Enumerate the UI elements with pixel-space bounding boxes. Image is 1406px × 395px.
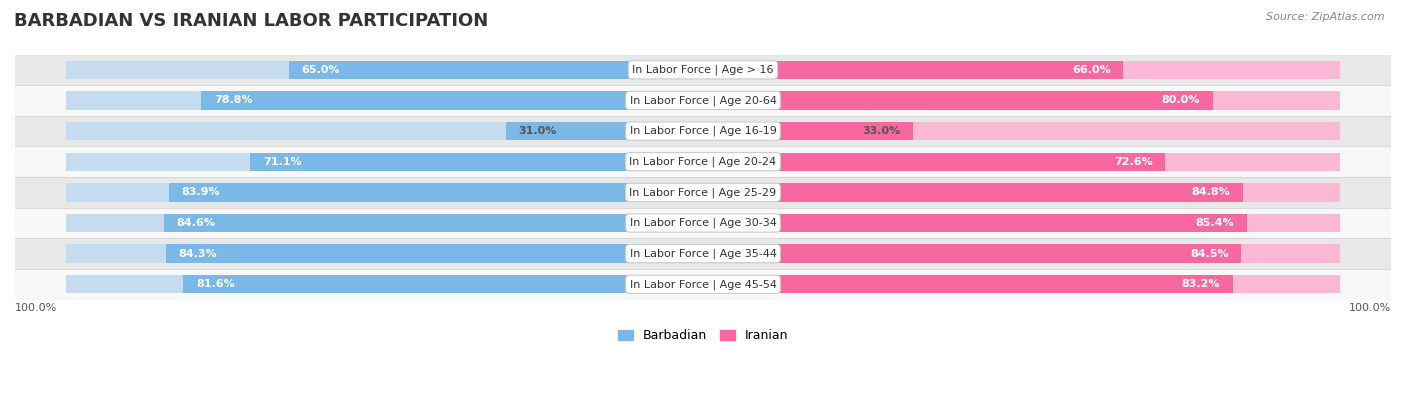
FancyBboxPatch shape: [15, 116, 1391, 147]
Text: 33.0%: 33.0%: [862, 126, 900, 136]
Text: BARBADIAN VS IRANIAN LABOR PARTICIPATION: BARBADIAN VS IRANIAN LABOR PARTICIPATION: [14, 12, 488, 30]
Bar: [165, 214, 703, 232]
Text: 84.3%: 84.3%: [179, 248, 218, 259]
Text: 84.8%: 84.8%: [1192, 187, 1230, 198]
Text: 65.0%: 65.0%: [302, 65, 340, 75]
Bar: [703, 152, 1340, 171]
Bar: [703, 245, 1241, 263]
Bar: [66, 152, 703, 171]
Text: 84.6%: 84.6%: [177, 218, 215, 228]
FancyBboxPatch shape: [15, 208, 1391, 238]
Text: In Labor Force | Age 16-19: In Labor Force | Age 16-19: [630, 126, 776, 136]
Bar: [703, 214, 1340, 232]
Bar: [66, 91, 703, 110]
Bar: [703, 275, 1233, 293]
Bar: [183, 275, 703, 293]
FancyBboxPatch shape: [15, 238, 1391, 269]
Bar: [288, 60, 703, 79]
Bar: [66, 245, 703, 263]
Bar: [506, 122, 703, 140]
Text: In Labor Force | Age 20-24: In Labor Force | Age 20-24: [630, 156, 776, 167]
Text: In Labor Force | Age 25-29: In Labor Force | Age 25-29: [630, 187, 776, 198]
Text: 100.0%: 100.0%: [15, 303, 58, 313]
Bar: [201, 91, 703, 110]
FancyBboxPatch shape: [15, 85, 1391, 116]
Bar: [166, 245, 703, 263]
Text: In Labor Force | Age 30-34: In Labor Force | Age 30-34: [630, 218, 776, 228]
Text: 72.6%: 72.6%: [1114, 157, 1153, 167]
Text: 100.0%: 100.0%: [1348, 303, 1391, 313]
Bar: [703, 183, 1340, 201]
Text: 85.4%: 85.4%: [1195, 218, 1234, 228]
Text: 83.2%: 83.2%: [1182, 279, 1220, 289]
Bar: [703, 91, 1212, 110]
Text: In Labor Force | Age > 16: In Labor Force | Age > 16: [633, 64, 773, 75]
Bar: [66, 60, 703, 79]
Text: 80.0%: 80.0%: [1161, 96, 1199, 105]
Bar: [703, 183, 1243, 201]
Bar: [703, 122, 1340, 140]
FancyBboxPatch shape: [15, 177, 1391, 208]
Bar: [169, 183, 703, 201]
Bar: [703, 275, 1340, 293]
Text: 83.9%: 83.9%: [181, 187, 219, 198]
Bar: [703, 152, 1166, 171]
Legend: Barbadian, Iranian: Barbadian, Iranian: [613, 324, 793, 347]
FancyBboxPatch shape: [15, 147, 1391, 177]
Bar: [66, 183, 703, 201]
Text: 66.0%: 66.0%: [1071, 65, 1111, 75]
Bar: [703, 60, 1123, 79]
Text: 71.1%: 71.1%: [263, 157, 301, 167]
Bar: [703, 245, 1340, 263]
Text: 84.5%: 84.5%: [1189, 248, 1229, 259]
FancyBboxPatch shape: [15, 269, 1391, 299]
Bar: [703, 122, 914, 140]
FancyBboxPatch shape: [15, 55, 1391, 85]
Text: 31.0%: 31.0%: [519, 126, 557, 136]
Text: In Labor Force | Age 20-64: In Labor Force | Age 20-64: [630, 95, 776, 106]
Bar: [66, 122, 703, 140]
Bar: [66, 275, 703, 293]
Bar: [703, 91, 1340, 110]
Text: Source: ZipAtlas.com: Source: ZipAtlas.com: [1267, 12, 1385, 22]
Bar: [66, 214, 703, 232]
Bar: [703, 60, 1340, 79]
Text: In Labor Force | Age 35-44: In Labor Force | Age 35-44: [630, 248, 776, 259]
Text: In Labor Force | Age 45-54: In Labor Force | Age 45-54: [630, 279, 776, 290]
Bar: [703, 214, 1247, 232]
Text: 81.6%: 81.6%: [195, 279, 235, 289]
Bar: [250, 152, 703, 171]
Text: 78.8%: 78.8%: [214, 96, 253, 105]
